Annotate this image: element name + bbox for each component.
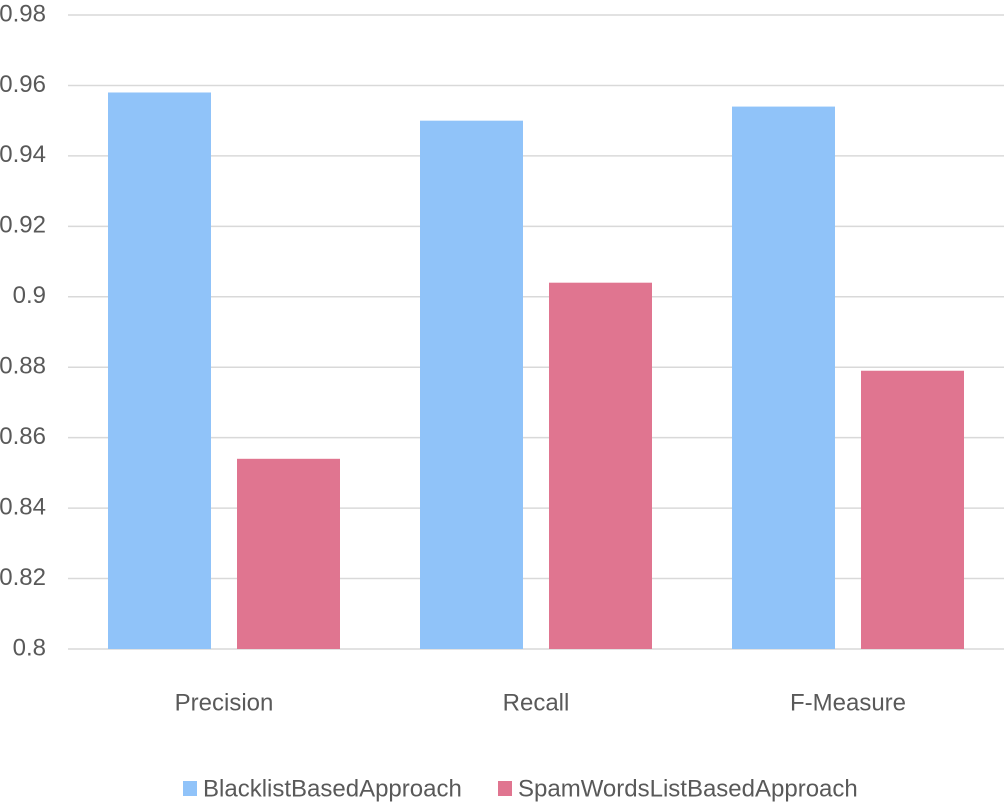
legend-swatch (183, 781, 197, 796)
x-tick-label: F-Measure (790, 689, 906, 716)
bar (861, 370, 964, 649)
legend-label: BlacklistBasedApproach (203, 775, 462, 802)
bar (549, 282, 652, 649)
y-tick-label: 0.92 (0, 212, 46, 239)
y-tick-label: 0.82 (0, 564, 46, 591)
bar (732, 106, 835, 650)
y-tick-label: 0.86 (0, 423, 46, 450)
legend-label: SpamWordsListBasedApproach (518, 775, 858, 802)
y-tick-label: 0.96 (0, 71, 46, 98)
y-tick-label: 0.88 (0, 353, 46, 380)
x-tick-label: Recall (503, 689, 570, 716)
bar (420, 120, 523, 649)
y-tick-label: 0.84 (0, 493, 46, 520)
bar (108, 92, 211, 649)
y-tick-label: 0.98 (0, 0, 46, 27)
y-tick-label: 0.94 (0, 141, 46, 168)
y-tick-label: 0.9 (13, 282, 46, 309)
legend-swatch (498, 781, 512, 796)
x-tick-label: Precision (175, 689, 274, 716)
y-tick-label: 0.8 (13, 634, 46, 661)
bar (237, 458, 340, 649)
